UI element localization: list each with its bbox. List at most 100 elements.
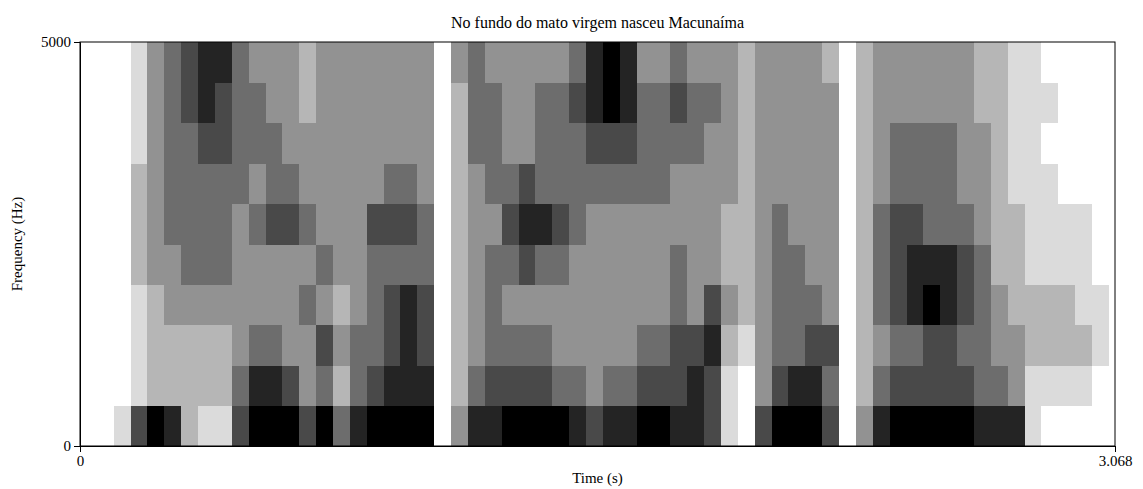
cell bbox=[400, 244, 417, 285]
cell bbox=[957, 325, 974, 366]
cell bbox=[198, 42, 215, 83]
cell bbox=[569, 82, 586, 123]
cell bbox=[755, 325, 772, 366]
cell bbox=[738, 284, 755, 325]
y-tick: 5000 bbox=[41, 34, 80, 50]
cell bbox=[164, 284, 181, 325]
cell bbox=[923, 42, 940, 83]
cell bbox=[1075, 163, 1092, 204]
cell bbox=[451, 284, 468, 325]
cell bbox=[940, 325, 957, 366]
x-axis-title: Time (s) bbox=[572, 470, 623, 487]
cell bbox=[147, 365, 164, 406]
cell bbox=[1025, 42, 1042, 83]
cell bbox=[502, 163, 519, 204]
cell bbox=[535, 406, 552, 446]
cell bbox=[1058, 244, 1075, 285]
cell bbox=[282, 163, 299, 204]
cell bbox=[957, 82, 974, 123]
cell bbox=[266, 325, 283, 366]
cell bbox=[299, 82, 316, 123]
cell bbox=[367, 42, 384, 83]
cell bbox=[552, 284, 569, 325]
cell bbox=[620, 365, 637, 406]
cell bbox=[805, 82, 822, 123]
cell bbox=[485, 42, 502, 83]
cell bbox=[755, 163, 772, 204]
cell bbox=[1058, 284, 1075, 325]
cell bbox=[114, 82, 131, 123]
cell bbox=[215, 123, 232, 164]
cell bbox=[299, 163, 316, 204]
cell bbox=[131, 406, 148, 446]
cell bbox=[451, 406, 468, 446]
cell bbox=[687, 365, 704, 406]
cell bbox=[80, 325, 97, 366]
cell bbox=[957, 42, 974, 83]
cell bbox=[232, 406, 249, 446]
cell bbox=[299, 244, 316, 285]
cell bbox=[97, 123, 114, 164]
cell bbox=[316, 82, 333, 123]
cell bbox=[1075, 325, 1092, 366]
cell bbox=[637, 284, 654, 325]
cell bbox=[1075, 365, 1092, 406]
cell bbox=[1058, 365, 1075, 406]
cell bbox=[434, 82, 451, 123]
cell bbox=[940, 163, 957, 204]
cell bbox=[114, 163, 131, 204]
cell bbox=[991, 325, 1008, 366]
cell bbox=[856, 42, 873, 83]
cell bbox=[721, 42, 738, 83]
cell bbox=[940, 204, 957, 245]
cell bbox=[468, 244, 485, 285]
cell bbox=[873, 204, 890, 245]
cell bbox=[367, 82, 384, 123]
cell bbox=[535, 204, 552, 245]
cell bbox=[670, 42, 687, 83]
cell bbox=[991, 82, 1008, 123]
cell bbox=[1109, 82, 1115, 123]
cell bbox=[637, 365, 654, 406]
cell bbox=[485, 406, 502, 446]
cell bbox=[1075, 123, 1092, 164]
cell bbox=[485, 82, 502, 123]
cell bbox=[333, 406, 350, 446]
cell bbox=[350, 325, 367, 366]
cell bbox=[755, 284, 772, 325]
cell bbox=[333, 204, 350, 245]
cell bbox=[721, 365, 738, 406]
cell bbox=[502, 365, 519, 406]
cell bbox=[907, 204, 924, 245]
x-tick: 3.068 bbox=[1099, 446, 1133, 469]
cell bbox=[569, 42, 586, 83]
cell bbox=[974, 204, 991, 245]
y-axis-title: Frequency (Hz) bbox=[9, 197, 26, 292]
cell bbox=[974, 82, 991, 123]
cell bbox=[586, 325, 603, 366]
cell bbox=[620, 204, 637, 245]
cell bbox=[417, 325, 434, 366]
cell bbox=[232, 82, 249, 123]
cell bbox=[957, 204, 974, 245]
cell bbox=[856, 123, 873, 164]
cell bbox=[552, 163, 569, 204]
cell bbox=[147, 42, 164, 83]
cell bbox=[147, 406, 164, 446]
cell bbox=[839, 406, 856, 446]
cell bbox=[502, 406, 519, 446]
cell bbox=[384, 365, 401, 406]
cell bbox=[755, 82, 772, 123]
cell bbox=[822, 123, 839, 164]
cell bbox=[1109, 325, 1115, 366]
cell bbox=[316, 244, 333, 285]
cell bbox=[738, 204, 755, 245]
cell bbox=[299, 406, 316, 446]
cell bbox=[80, 204, 97, 245]
cell bbox=[468, 42, 485, 83]
cell bbox=[1092, 406, 1109, 446]
cell bbox=[1109, 123, 1115, 164]
cell bbox=[839, 82, 856, 123]
cell bbox=[907, 163, 924, 204]
cell bbox=[1025, 284, 1042, 325]
